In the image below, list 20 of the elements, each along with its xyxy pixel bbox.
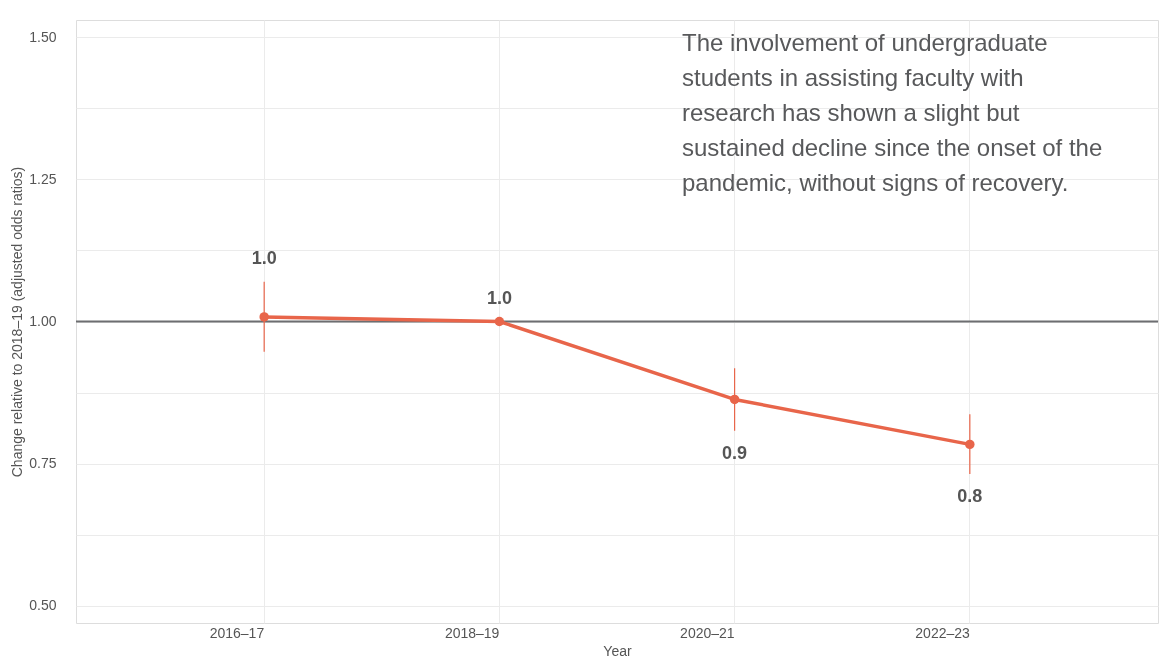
x-tick-label: 2016–17 (209, 624, 265, 641)
x-axis-title: Year (603, 642, 632, 659)
point (259, 312, 269, 322)
y-axis-title: Change relative to 2018–19 (adjusted odds ratios) (9, 166, 26, 478)
x-tick-label: 2018–19 (444, 624, 500, 641)
data-label: 0.9 (722, 442, 748, 463)
data-label: 1.0 (251, 247, 277, 268)
annotation: The involvement of undergraduate students in assisting faculty with research has shown a slight but sustained decline since the onset of the pandemic, without signs of recovery. (682, 29, 1103, 196)
y-tick-label: 0.50 (29, 597, 57, 614)
x-tick-label: 2020–21 (680, 624, 735, 641)
point (729, 394, 740, 405)
y-tick-label: 1.50 (29, 28, 57, 45)
point (965, 439, 975, 450)
data-label: 1.0 (486, 287, 512, 308)
x-tick-label: 2022–23 (915, 624, 971, 641)
y-tick-label: 0.75 (29, 455, 57, 472)
y-tick-label: 1.25 (29, 170, 57, 187)
point (494, 316, 505, 327)
data-label: 0.8 (957, 485, 983, 506)
y-tick-label: 1.00 (29, 313, 57, 329)
